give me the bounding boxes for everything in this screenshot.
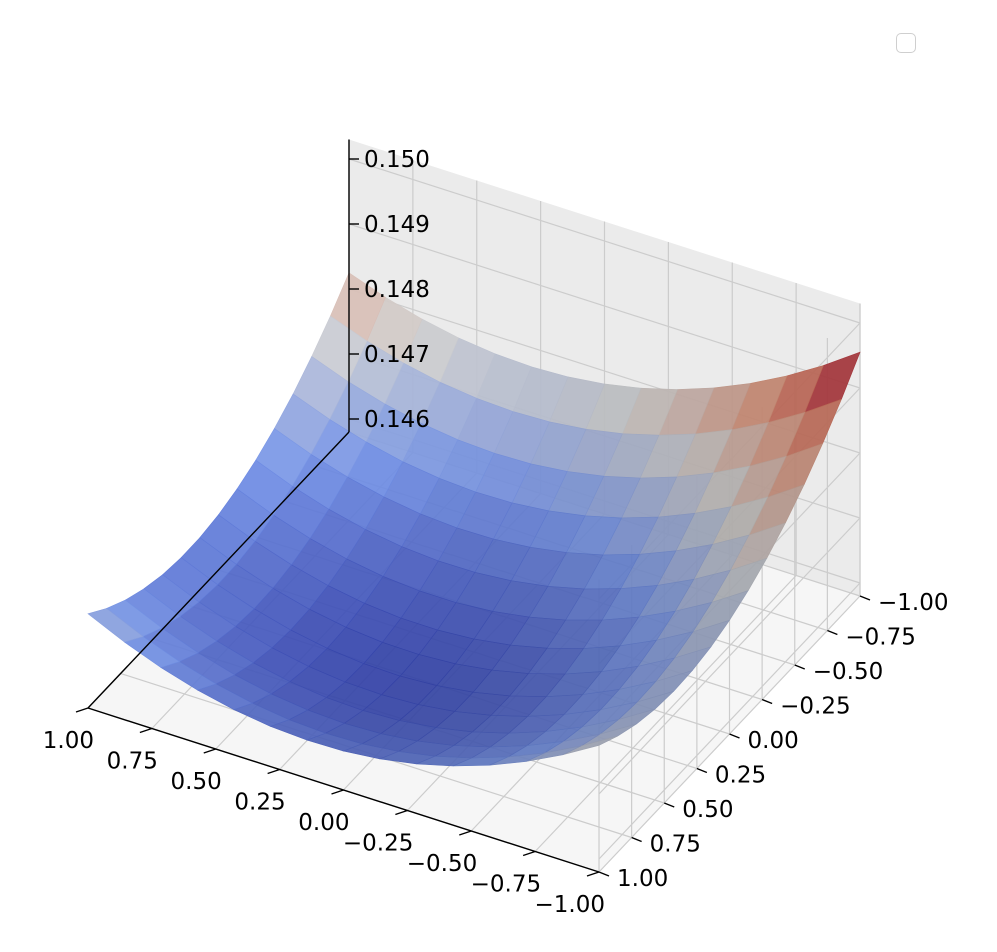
x-axis-line — [87, 431, 350, 709]
y-tick-label: −0.25 — [780, 694, 850, 720]
y-tick-label: 0.50 — [682, 797, 733, 823]
x-tick-mark — [395, 809, 408, 816]
grid-line — [348, 223, 861, 389]
y-tick-mark — [696, 767, 708, 774]
y-tick-mark — [761, 698, 773, 705]
y-tick-label: 0.25 — [715, 763, 766, 789]
z-tick-label: 0.147 — [364, 342, 430, 368]
x-tick-label: 0.25 — [234, 790, 285, 816]
y-tick-mark — [859, 595, 871, 601]
grid-line — [348, 158, 861, 324]
x-tick-label: 0.75 — [107, 749, 158, 775]
y-tick-mark — [729, 733, 740, 739]
grid-line — [598, 517, 861, 795]
tick-labels: −1.00−0.75−0.50−0.250.000.250.500.751.00… — [43, 147, 949, 918]
y-tick-mark — [794, 664, 806, 670]
x-tick-mark — [522, 850, 536, 857]
y-tick-label: −0.50 — [813, 659, 883, 685]
x-tick-label: 1.00 — [43, 728, 94, 754]
x-tick-label: −0.75 — [471, 872, 541, 898]
x-tick-label: −1.00 — [535, 892, 605, 918]
z-tick-label: 0.148 — [364, 277, 430, 303]
x-tick-label: 0.50 — [171, 769, 222, 795]
y-tick-label: −0.75 — [845, 625, 915, 651]
y-tick-label: 1.00 — [617, 866, 668, 892]
y-tick-label: −1.00 — [878, 590, 948, 616]
x-tick-mark — [139, 727, 153, 734]
y-tick-mark — [663, 802, 675, 808]
surface-mesh — [87, 272, 861, 767]
surface-facet — [87, 608, 144, 643]
legend-box — [896, 33, 916, 53]
z-tick-label: 0.150 — [364, 147, 430, 173]
tick-marks — [75, 158, 871, 877]
x-tick-mark — [267, 768, 280, 775]
y-tick-label: 0.00 — [748, 728, 799, 754]
z-tick-label: 0.149 — [364, 212, 430, 238]
x-tick-label: −0.25 — [343, 831, 413, 857]
x-tick-label: −0.50 — [407, 851, 477, 877]
y-tick-mark — [631, 836, 642, 843]
y-tick-mark — [827, 629, 838, 636]
y-tick-label: 0.75 — [650, 832, 701, 858]
x-tick-label: 0.00 — [298, 810, 349, 836]
grid-line — [598, 582, 861, 860]
x-tick-mark — [75, 707, 89, 713]
x-tick-mark — [331, 789, 344, 795]
y-tick-mark — [598, 871, 610, 877]
x-tick-mark — [203, 748, 216, 754]
x-tick-mark — [586, 871, 600, 877]
x-tick-mark — [459, 830, 472, 836]
z-tick-label: 0.146 — [364, 407, 430, 433]
